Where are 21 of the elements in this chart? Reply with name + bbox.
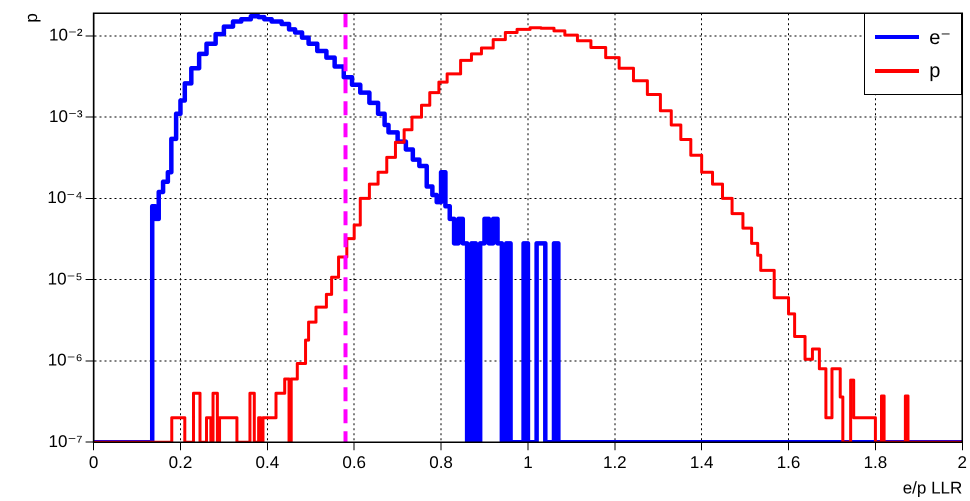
legend-label: p	[929, 60, 940, 83]
x-axis-title: e/p LLR	[902, 478, 962, 498]
x-tick-label: 2	[958, 453, 968, 472]
y-tick-label: 10⁻³	[49, 106, 83, 126]
legend-label: e⁻	[929, 26, 951, 50]
x-tick-label: 0.4	[256, 453, 280, 472]
x-tick-label: 0.8	[429, 453, 453, 472]
y-tick-label: 10⁻²	[49, 26, 83, 45]
y-tick-label: 10⁻⁷	[48, 432, 83, 451]
x-tick-label: 1	[523, 453, 533, 472]
y-tick-label: 10⁻⁶	[48, 350, 83, 370]
x-tick-label: 0.6	[342, 453, 366, 472]
x-tick-label: 1.8	[864, 453, 888, 472]
x-tick-label: 0	[88, 453, 98, 472]
x-tick-label: 1.2	[602, 453, 627, 472]
x-tick-label: 1.6	[776, 453, 800, 472]
y-axis-title: p	[22, 13, 41, 23]
y-tick-label: 10⁻⁴	[47, 188, 83, 208]
x-tick-label: 1.4	[690, 453, 714, 472]
y-tick-label: 10⁻⁵	[48, 269, 83, 288]
x-tick-label: 0.2	[168, 453, 192, 472]
